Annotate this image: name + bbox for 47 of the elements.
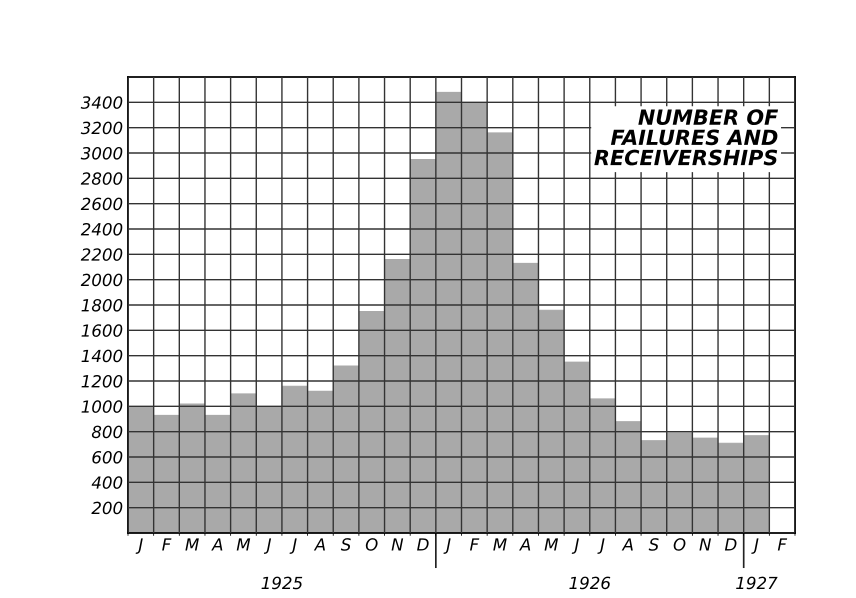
x-tick-label: M <box>236 538 250 551</box>
x-tick-label: J <box>443 538 451 554</box>
x-tick-label: J <box>136 538 143 554</box>
y-tick-label: 1400 <box>82 350 122 362</box>
y-tick-label: 2200 <box>80 248 122 261</box>
text: 1926 <box>569 576 610 590</box>
y-tick-label: 1800 <box>82 298 122 312</box>
text: 1927 <box>736 576 778 590</box>
x-tick-label: J <box>264 538 272 554</box>
x-tick-label: A <box>314 538 325 551</box>
y-tick-label: 2800 <box>80 172 122 185</box>
text: NUMBER OF FAILURES AND RECEIVERSHIPS <box>594 109 778 166</box>
x-tick-label: S <box>648 538 659 551</box>
x-tick-label: A <box>519 538 530 551</box>
x-tick-label: O <box>674 538 686 551</box>
y-tick-label: 3000 <box>80 146 122 160</box>
y-tick-label: 2600 <box>80 198 122 210</box>
y-tick-label: 2400 <box>80 222 122 236</box>
x-tick-label: J <box>572 538 579 554</box>
y-tick-label: 800 <box>92 426 122 438</box>
y-tick-label: 3400 <box>80 96 122 109</box>
x-tick-label: F <box>470 538 480 551</box>
y-tick-label: 2000 <box>80 274 122 286</box>
x-tick-label: M <box>544 538 558 551</box>
text: 1925 <box>262 576 302 590</box>
y-tick-label: 3200 <box>80 122 122 134</box>
y-tick-label: 1200 <box>82 374 122 388</box>
x-tick-label: M <box>493 538 507 551</box>
x-tick-label: N <box>699 538 711 551</box>
x-tick-label: A <box>211 538 222 551</box>
x-tick-label: N <box>392 538 404 551</box>
y-tick-label: 1600 <box>82 324 122 337</box>
x-tick-label: A <box>622 538 633 551</box>
x-tick-label: J <box>290 538 297 554</box>
x-tick-label: J <box>597 538 605 554</box>
x-tick-label: S <box>340 538 351 551</box>
x-tick-label: F <box>162 538 172 551</box>
y-tick-label: 200 <box>91 502 122 514</box>
x-tick-label: F <box>778 538 788 551</box>
y-tick-label: 1000 <box>82 400 122 413</box>
x-tick-label: J <box>751 538 758 554</box>
y-tick-label: 600 <box>92 450 122 464</box>
x-tick-label: M <box>185 538 199 551</box>
x-tick-label: D <box>724 538 736 551</box>
x-tick-label: D <box>417 538 429 551</box>
y-tick-label: 400 <box>92 476 122 489</box>
x-tick-label: O <box>366 538 378 551</box>
